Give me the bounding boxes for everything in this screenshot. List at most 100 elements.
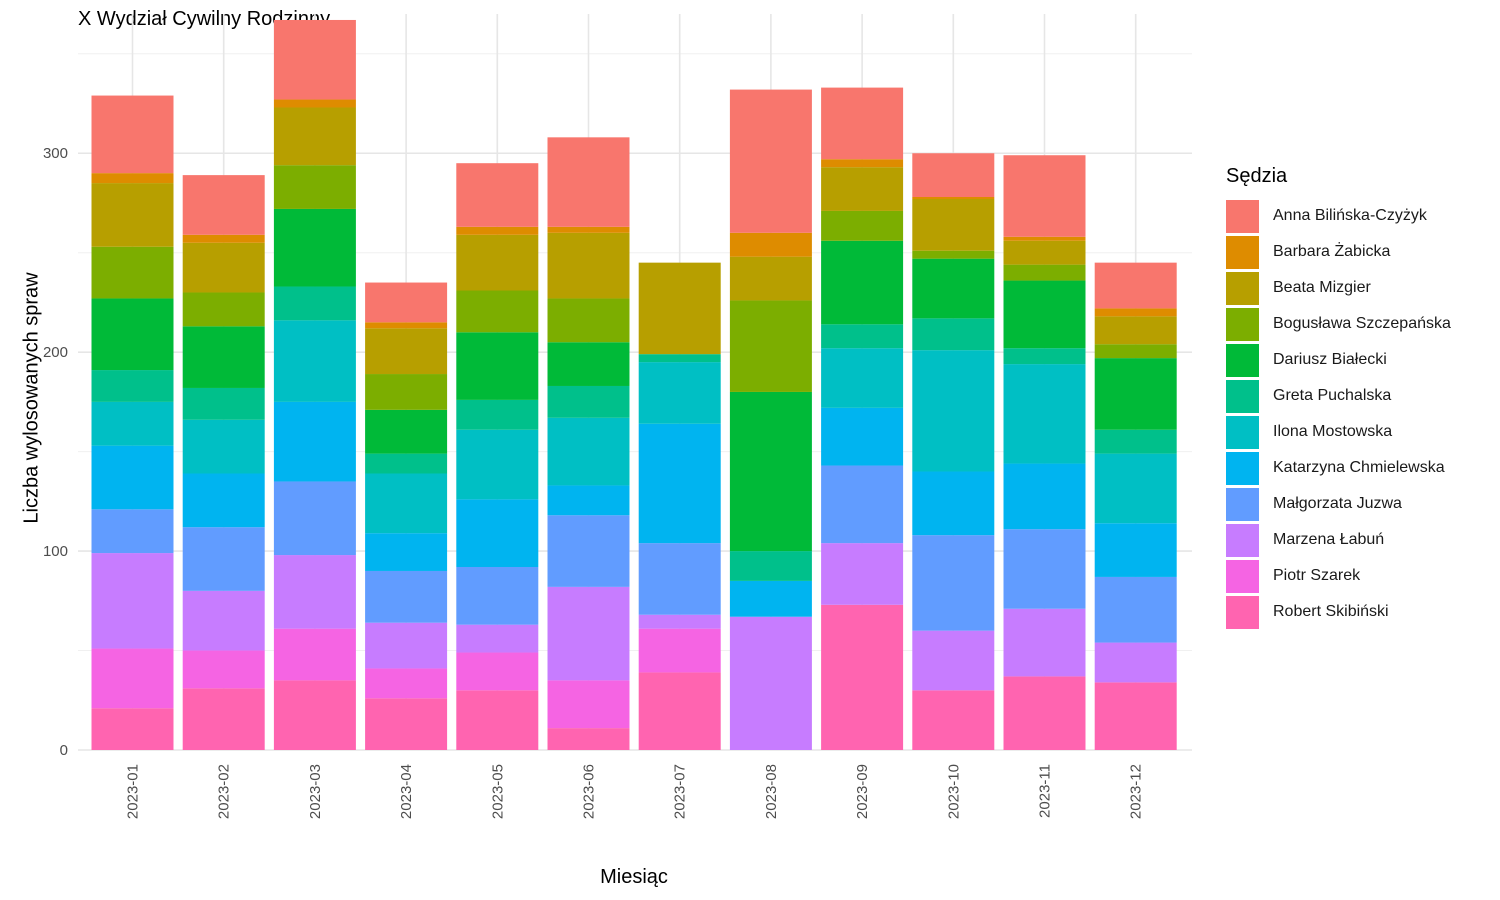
x-tick-label: 2023-04 [398,764,415,819]
bar-segment [1094,429,1177,454]
bar-segment [182,650,265,689]
bar-segment [365,322,448,329]
legend: Sędzia Anna Bilińska-Czyżyk Barbara Żabic… [1226,165,1451,630]
x-tick-label: 2023-08 [763,764,780,819]
legend-item: Anna Bilińska-Czyżyk [1226,198,1451,234]
bar-segment [456,332,539,400]
bar-segment [821,159,904,168]
bar-segment [182,688,265,750]
bar-segment [273,628,356,681]
bar-segment [456,566,539,625]
x-tick-label: 2023-07 [672,764,689,819]
bar-segment [1003,676,1086,750]
bar-segment [273,401,356,482]
bar-segment [912,471,995,536]
bar-segment [365,328,448,375]
bar-segment [729,616,812,750]
bar-segment [456,499,539,567]
bar-segment [91,553,174,649]
bar-segment [547,342,630,386]
bar-segment [182,175,265,235]
bar-segment [821,87,904,160]
bar-segment [91,183,174,247]
legend-label: Dariusz Białecki [1273,351,1387,368]
bar-segment [912,198,995,251]
bar-segment [456,652,539,691]
legend-item: Marzena Łabuń [1226,522,1451,558]
bar-segment [912,153,995,198]
bar-segment [912,258,995,319]
bar-segment [91,509,174,554]
bar-segment [729,89,812,233]
bar-segment [638,628,721,673]
bar-segment [456,690,539,750]
bar-segment [729,300,812,392]
x-tick-label: 2023-05 [489,764,506,819]
bar-segment [182,292,265,327]
legend-item: Piotr Szarek [1226,558,1451,594]
x-tick-label: 2023-01 [125,764,142,819]
bar-segment [1094,576,1177,643]
legend-label: Greta Puchalska [1273,387,1392,404]
legend-key [1226,415,1259,449]
bar-segment [1094,358,1177,430]
bar-segment [1003,280,1086,349]
legend-label: Anna Bilińska-Czyżyk [1273,207,1427,224]
bar-segment [182,326,265,388]
legend-label: Ilona Mostowska [1273,423,1393,440]
bar-segment [1094,316,1177,345]
bar-segment [821,240,904,325]
bar-segment [912,535,995,631]
bar-segment [365,409,448,454]
bar-segment [912,630,995,691]
bar-segment [456,163,539,227]
bar-segment [365,533,448,571]
bar-segment [547,417,630,486]
legend-key [1226,487,1259,521]
bar-segment [91,401,174,446]
bar-segment [821,167,904,211]
legend-key [1226,379,1259,413]
legend-item: Katarzyna Chmielewska [1226,450,1451,486]
bar-segment [547,680,630,729]
bar-segment [91,246,174,299]
legend-title: Sędzia [1226,165,1288,187]
x-tick-label: 2023-02 [216,764,233,819]
bar-segment [547,137,630,227]
bar-segment [821,543,904,605]
x-axis-label: Miesiąc [600,866,668,888]
x-tick-label: 2023-06 [581,764,598,819]
bar-segment [638,543,721,615]
bar-segment [638,354,721,363]
bar-segment [547,485,630,516]
legend-key [1226,595,1259,629]
bar-segment [638,262,721,355]
bar-segment [273,680,356,750]
chart-title: X Wydział Cywilny Rodzinny [78,8,331,30]
bar-segment [1094,642,1177,683]
legend-key [1226,343,1259,377]
bar-segment [182,242,265,293]
bar-segment [365,570,448,623]
x-tick-label: 2023-11 [1037,764,1054,818]
bar-segment [729,580,812,617]
legend-label: Piotr Szarek [1273,567,1361,584]
legend-label: Beata Mizgier [1273,279,1371,296]
legend-key [1226,559,1259,593]
bar-segment [912,350,995,472]
bar-segment [547,586,630,681]
bar-segment [365,698,448,750]
bar-segment [91,648,174,709]
bar-segment [182,387,265,420]
bar-segment [273,286,356,321]
bar-segment [365,282,448,323]
bar-segment [456,429,539,500]
legend-item: Bogusława Szczepańska [1226,306,1451,342]
bar-segment [638,423,721,544]
bar-segment [365,374,448,410]
bar-segment [91,370,174,402]
bar-segment [273,107,356,166]
x-tick-label: 2023-03 [307,764,324,819]
bar-segment [912,250,995,259]
bar-segment [91,95,174,174]
